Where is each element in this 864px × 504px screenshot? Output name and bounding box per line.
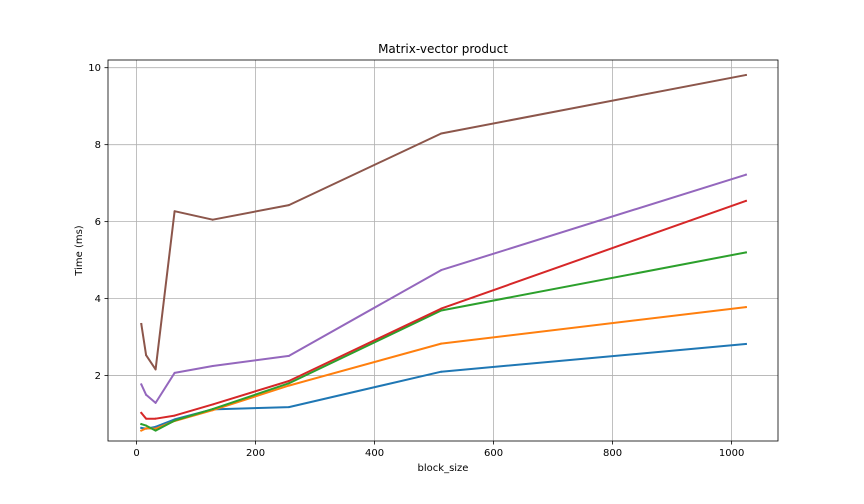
data-point <box>145 427 148 430</box>
x-axis-title: block_size <box>418 463 469 474</box>
data-point <box>140 383 143 386</box>
y-tick-label: 4 <box>95 294 101 305</box>
data-point <box>211 218 214 221</box>
data-point <box>440 307 443 310</box>
y-tick-label: 6 <box>95 217 101 228</box>
data-point <box>173 414 176 417</box>
y-tick-label: 2 <box>95 371 101 382</box>
axis-ticks: 0 200 400 600 800 1000 2 4 6 8 10 <box>88 63 744 459</box>
data-point <box>140 429 143 432</box>
data-point <box>287 379 290 382</box>
x-tick-label: 1000 <box>719 448 744 459</box>
data-point <box>173 210 176 213</box>
data-point <box>145 417 148 420</box>
series-line-3 <box>139 199 748 420</box>
data-point <box>154 427 157 430</box>
data-point <box>211 408 214 411</box>
grid <box>108 60 778 441</box>
data-point <box>211 364 214 367</box>
chart-title: Matrix-vector product <box>378 42 508 56</box>
data-point <box>154 417 157 420</box>
data-point <box>287 354 290 357</box>
data-point <box>287 204 290 207</box>
data-point <box>173 371 176 374</box>
data-point <box>744 306 747 309</box>
data-point <box>744 74 747 77</box>
data-point <box>440 370 443 373</box>
x-tick-label: 400 <box>365 448 384 459</box>
x-tick-label: 200 <box>246 448 265 459</box>
data-point <box>287 382 290 385</box>
data-point <box>140 411 143 414</box>
data-point <box>744 173 747 176</box>
x-tick-label: 600 <box>484 448 503 459</box>
data-point <box>154 425 157 428</box>
data-point <box>287 384 290 387</box>
data-point <box>145 354 148 357</box>
data-point <box>440 309 443 312</box>
data-point <box>154 429 157 432</box>
data-point <box>154 401 157 404</box>
data-point <box>287 406 290 409</box>
data-point <box>140 423 143 426</box>
data-point <box>140 323 143 326</box>
data-point <box>744 199 747 202</box>
data-point <box>440 342 443 345</box>
data-point <box>440 269 443 272</box>
data-point <box>211 403 214 406</box>
data-point <box>440 132 443 135</box>
data-point <box>173 419 176 422</box>
x-tick-label: 800 <box>603 448 622 459</box>
y-tick-label: 10 <box>88 63 101 74</box>
data-point <box>145 424 148 427</box>
x-tick-label: 0 <box>133 448 139 459</box>
y-tick-label: 8 <box>95 140 101 151</box>
plot-frame <box>107 59 779 442</box>
data-point <box>140 426 143 429</box>
series-line-5 <box>140 73 748 371</box>
data-point <box>154 368 157 371</box>
data-point <box>744 251 747 254</box>
y-axis-title: Time (ms) <box>74 225 85 277</box>
data-point <box>145 393 148 396</box>
series-line-4 <box>139 173 748 404</box>
series-line-2 <box>140 251 748 432</box>
data-point <box>744 343 747 346</box>
series-lines <box>139 73 748 432</box>
